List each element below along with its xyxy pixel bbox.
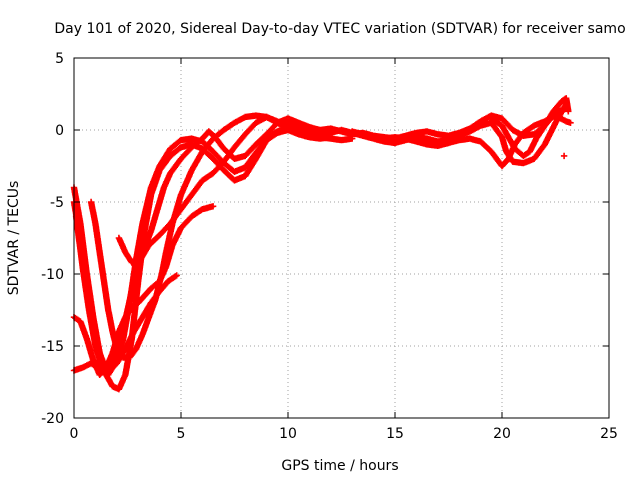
y-tick-label: -5	[50, 195, 64, 211]
series-markers	[349, 112, 574, 170]
y-tick-label: -10	[41, 267, 64, 283]
data-marks	[70, 95, 574, 393]
x-tick-label: 0	[70, 426, 79, 442]
chart-title: Day 101 of 2020, Sidereal Day-to-day VTE…	[54, 21, 625, 37]
series-track-9	[349, 112, 574, 170]
series-outlier	[560, 152, 568, 160]
x-tick-label: 15	[386, 426, 404, 442]
series-markers	[87, 112, 292, 361]
series-track-6	[87, 112, 292, 361]
x-tick-label: 10	[279, 426, 297, 442]
axis-ticks: 0 5 10 15 20 25 -20 -15 -10 -5 0 5	[41, 51, 618, 442]
series-track-10	[488, 95, 572, 160]
x-axis-label: GPS time / hours	[281, 458, 398, 474]
y-tick-label: 0	[55, 123, 64, 139]
series-markers	[488, 95, 572, 160]
y-tick-label: -15	[41, 339, 64, 355]
x-tick-label: 20	[493, 426, 511, 442]
series-markers	[560, 152, 568, 160]
x-tick-label: 25	[600, 426, 618, 442]
x-tick-label: 5	[177, 426, 186, 442]
plot-frame	[73, 57, 610, 419]
y-axis-label: SDTVAR / TECUs	[6, 181, 22, 296]
y-tick-label: 5	[55, 51, 64, 67]
y-tick-label: -20	[41, 411, 64, 427]
